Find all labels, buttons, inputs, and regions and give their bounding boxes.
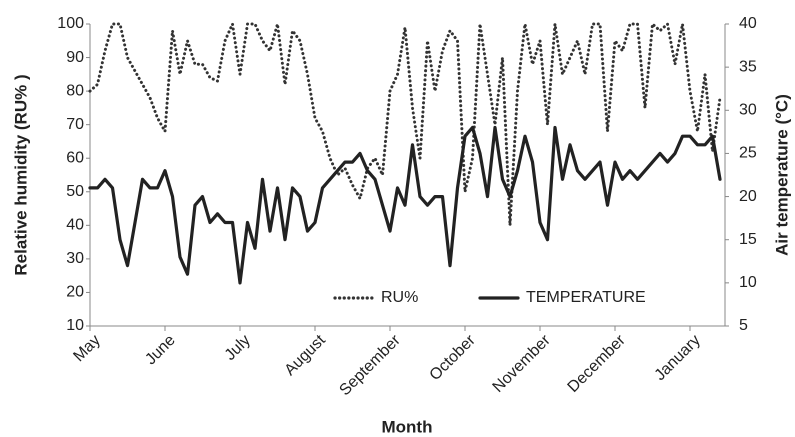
y2-tick-label: 30 <box>739 102 757 119</box>
x-tick-label: January <box>652 332 704 384</box>
x-axis-title: Month <box>382 417 433 436</box>
y2-tick-label: 15 <box>739 231 757 248</box>
y2-tick-label: 10 <box>739 274 757 291</box>
x-tick-label: July <box>222 332 254 364</box>
y-axis-title: Relative humidity (RU% ) <box>11 74 30 275</box>
y2-tick-label: 25 <box>739 145 757 162</box>
y2-tick-label: 5 <box>739 317 748 334</box>
x-tick-label: September <box>336 331 404 399</box>
y-tick-label: 20 <box>66 284 84 301</box>
x-tick-label: May <box>70 332 103 365</box>
x-tick-label: October <box>427 331 480 384</box>
y2-axis-title: Air temperature (°C) <box>772 94 791 256</box>
x-tick-label: November <box>490 331 555 396</box>
x-tick-label: December <box>565 331 630 396</box>
y2-tick-label: 20 <box>739 188 757 205</box>
legend-label: RU% <box>381 289 418 306</box>
series-line <box>88 125 722 285</box>
y-tick-label: 30 <box>66 250 84 267</box>
x-tick-label: August <box>282 331 330 379</box>
x-tick-label: June <box>142 332 179 369</box>
y-tick-label: 80 <box>66 82 84 99</box>
series-line <box>88 22 722 227</box>
y-tick-label: 50 <box>66 183 84 200</box>
y-tick-label: 90 <box>66 49 84 66</box>
y-tick-label: 10 <box>66 317 84 334</box>
y-tick-label: 60 <box>66 149 84 166</box>
legend-label: TEMPERATURE <box>526 289 646 306</box>
y2-tick-label: 35 <box>739 58 757 75</box>
y2-tick-label: 40 <box>739 15 757 32</box>
y-tick-label: 70 <box>66 116 84 133</box>
y-tick-label: 40 <box>66 217 84 234</box>
y-tick-label: 100 <box>57 15 84 32</box>
